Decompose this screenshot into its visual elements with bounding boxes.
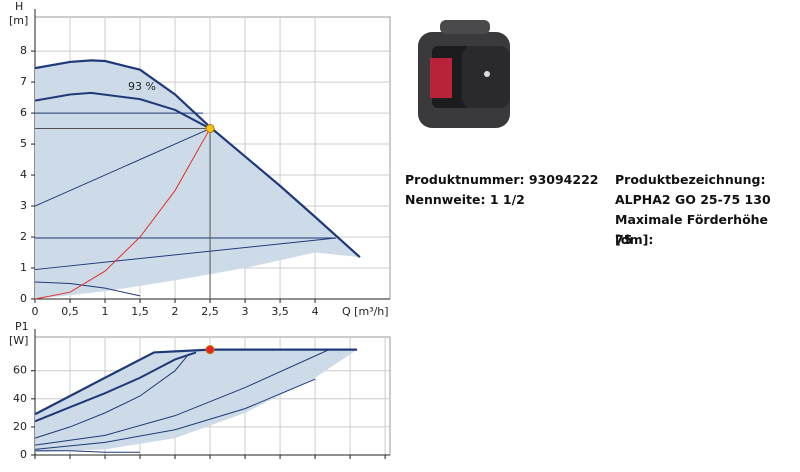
product-number: Produktnummer: 93094222 <box>405 172 599 187</box>
product-name: ALPHA2 GO 25-75 130 <box>615 192 771 207</box>
y-axis-unit: [m] <box>9 14 28 27</box>
curve <box>34 281 141 297</box>
y-tick-label: 60 <box>13 364 27 377</box>
curve <box>34 378 316 450</box>
operating-point <box>205 345 215 355</box>
x-tick-label: 2 <box>172 305 179 318</box>
curve <box>34 128 211 207</box>
y-tick-label: 2 <box>20 230 27 243</box>
curve <box>34 237 337 271</box>
curve <box>34 59 361 258</box>
area <box>35 60 360 300</box>
x-tick-label: 2,5 <box>201 305 219 318</box>
y-tick-label: 3 <box>20 199 27 212</box>
y-tick-label: 40 <box>13 392 27 405</box>
curve <box>34 349 330 446</box>
max-head: 75 <box>615 232 633 247</box>
y-tick-label: 5 <box>20 137 27 150</box>
y-axis-label: P1 <box>15 320 29 333</box>
y-tick-label: 4 <box>20 168 27 181</box>
x-tick-label: 0,5 <box>61 305 79 318</box>
curve <box>34 348 358 416</box>
curve <box>34 128 211 300</box>
max-head-label: Maximale Förderhöhe [dm]: <box>615 212 769 247</box>
y-tick-label: 20 <box>13 420 27 433</box>
x-tick-label: 0 <box>32 305 39 318</box>
pump-image <box>418 20 510 128</box>
annotation: 93 % <box>128 80 156 93</box>
y-tick-label: 7 <box>20 75 27 88</box>
x-axis-label: Q [m³/h] <box>342 305 389 318</box>
curve <box>34 353 190 439</box>
operating-point <box>205 124 215 134</box>
y-tick-label: 0 <box>20 448 27 461</box>
x-tick-label: 1 <box>102 305 109 318</box>
x-tick-label: 4 <box>312 305 319 318</box>
x-tick-label: 3 <box>242 305 249 318</box>
product-name-label: Produktbezeichnung: <box>615 172 766 187</box>
x-tick-label: 1,5 <box>131 305 149 318</box>
y-axis-label: H <box>15 0 23 13</box>
y-tick-label: 8 <box>20 44 27 57</box>
y-tick-label: 6 <box>20 106 27 119</box>
product-size: Nennweite: 1 1/2 <box>405 192 525 207</box>
curve <box>34 351 197 423</box>
area <box>35 349 358 453</box>
x-tick-label: 3,5 <box>271 305 289 318</box>
curve <box>35 450 141 453</box>
y-tick-label: 0 <box>20 292 27 305</box>
y-axis-unit: [W] <box>9 334 28 347</box>
y-tick-label: 1 <box>20 261 27 274</box>
